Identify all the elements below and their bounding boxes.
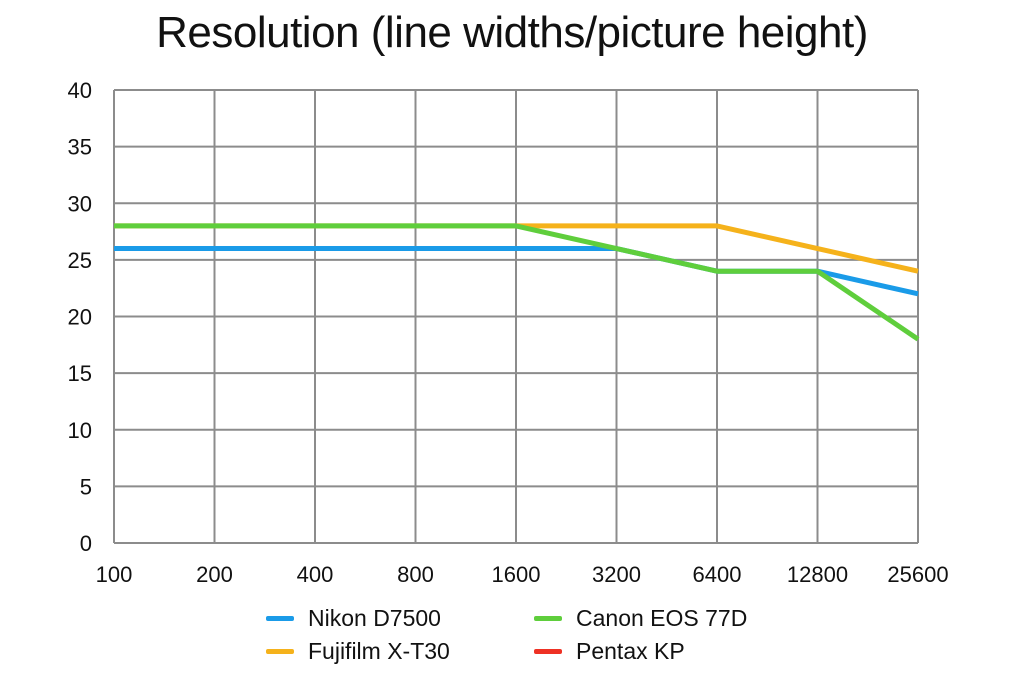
y-tick-label: 25 (68, 248, 92, 273)
legend-item-canon: Canon EOS 77D (534, 603, 747, 633)
legend-item-fujifilm: Fujifilm X-T30 (266, 636, 450, 666)
legend-swatch-canon (534, 615, 562, 621)
y-tick-label: 20 (68, 305, 92, 330)
chart-title: Resolution (line widths/picture height) (156, 8, 868, 57)
x-tick-label: 25600 (887, 562, 948, 587)
x-tick-label: 200 (196, 562, 233, 587)
legend-label-pentax: Pentax KP (576, 637, 685, 664)
series-line-canon-eos-77d (114, 223, 920, 342)
y-tick-label: 15 (68, 361, 92, 386)
axis-labels: 0 5 10 15 20 25 30 35 40 100 200 400 800 1600 3200 6400… (68, 78, 949, 587)
y-tick-label: 40 (68, 78, 92, 103)
y-tick-label: 5 (80, 474, 92, 499)
x-tick-label: 1600 (492, 562, 541, 587)
legend: Nikon D7500 Fujifilm X-T30 Canon EOS 77D… (266, 603, 786, 667)
y-tick-label: 0 (80, 531, 92, 556)
legend-item-pentax: Pentax KP (534, 636, 685, 666)
x-tick-label: 800 (397, 562, 434, 587)
legend-item-nikon: Nikon D7500 (266, 603, 441, 633)
y-tick-label: 10 (68, 418, 92, 443)
series-lines (114, 223, 920, 342)
x-tick-label: 100 (96, 562, 133, 587)
chart-plot: 0 5 10 15 20 25 30 35 40 100 200 400 800 1600 3200 6400… (68, 78, 949, 587)
legend-swatch-fujifilm (266, 648, 294, 654)
x-tick-label: 3200 (592, 562, 641, 587)
legend-label-fujifilm: Fujifilm X-T30 (308, 637, 450, 664)
y-tick-label: 30 (68, 191, 92, 216)
legend-label-canon: Canon EOS 77D (576, 604, 748, 631)
grid (113, 89, 919, 544)
legend-swatch-nikon (266, 615, 294, 621)
x-tick-label: 400 (297, 562, 334, 587)
legend-swatch-pentax (534, 648, 562, 654)
legend-label-nikon: Nikon D7500 (308, 604, 441, 631)
x-tick-label: 12800 (787, 562, 848, 587)
x-tick-label: 6400 (693, 562, 742, 587)
y-tick-label: 35 (68, 135, 92, 160)
